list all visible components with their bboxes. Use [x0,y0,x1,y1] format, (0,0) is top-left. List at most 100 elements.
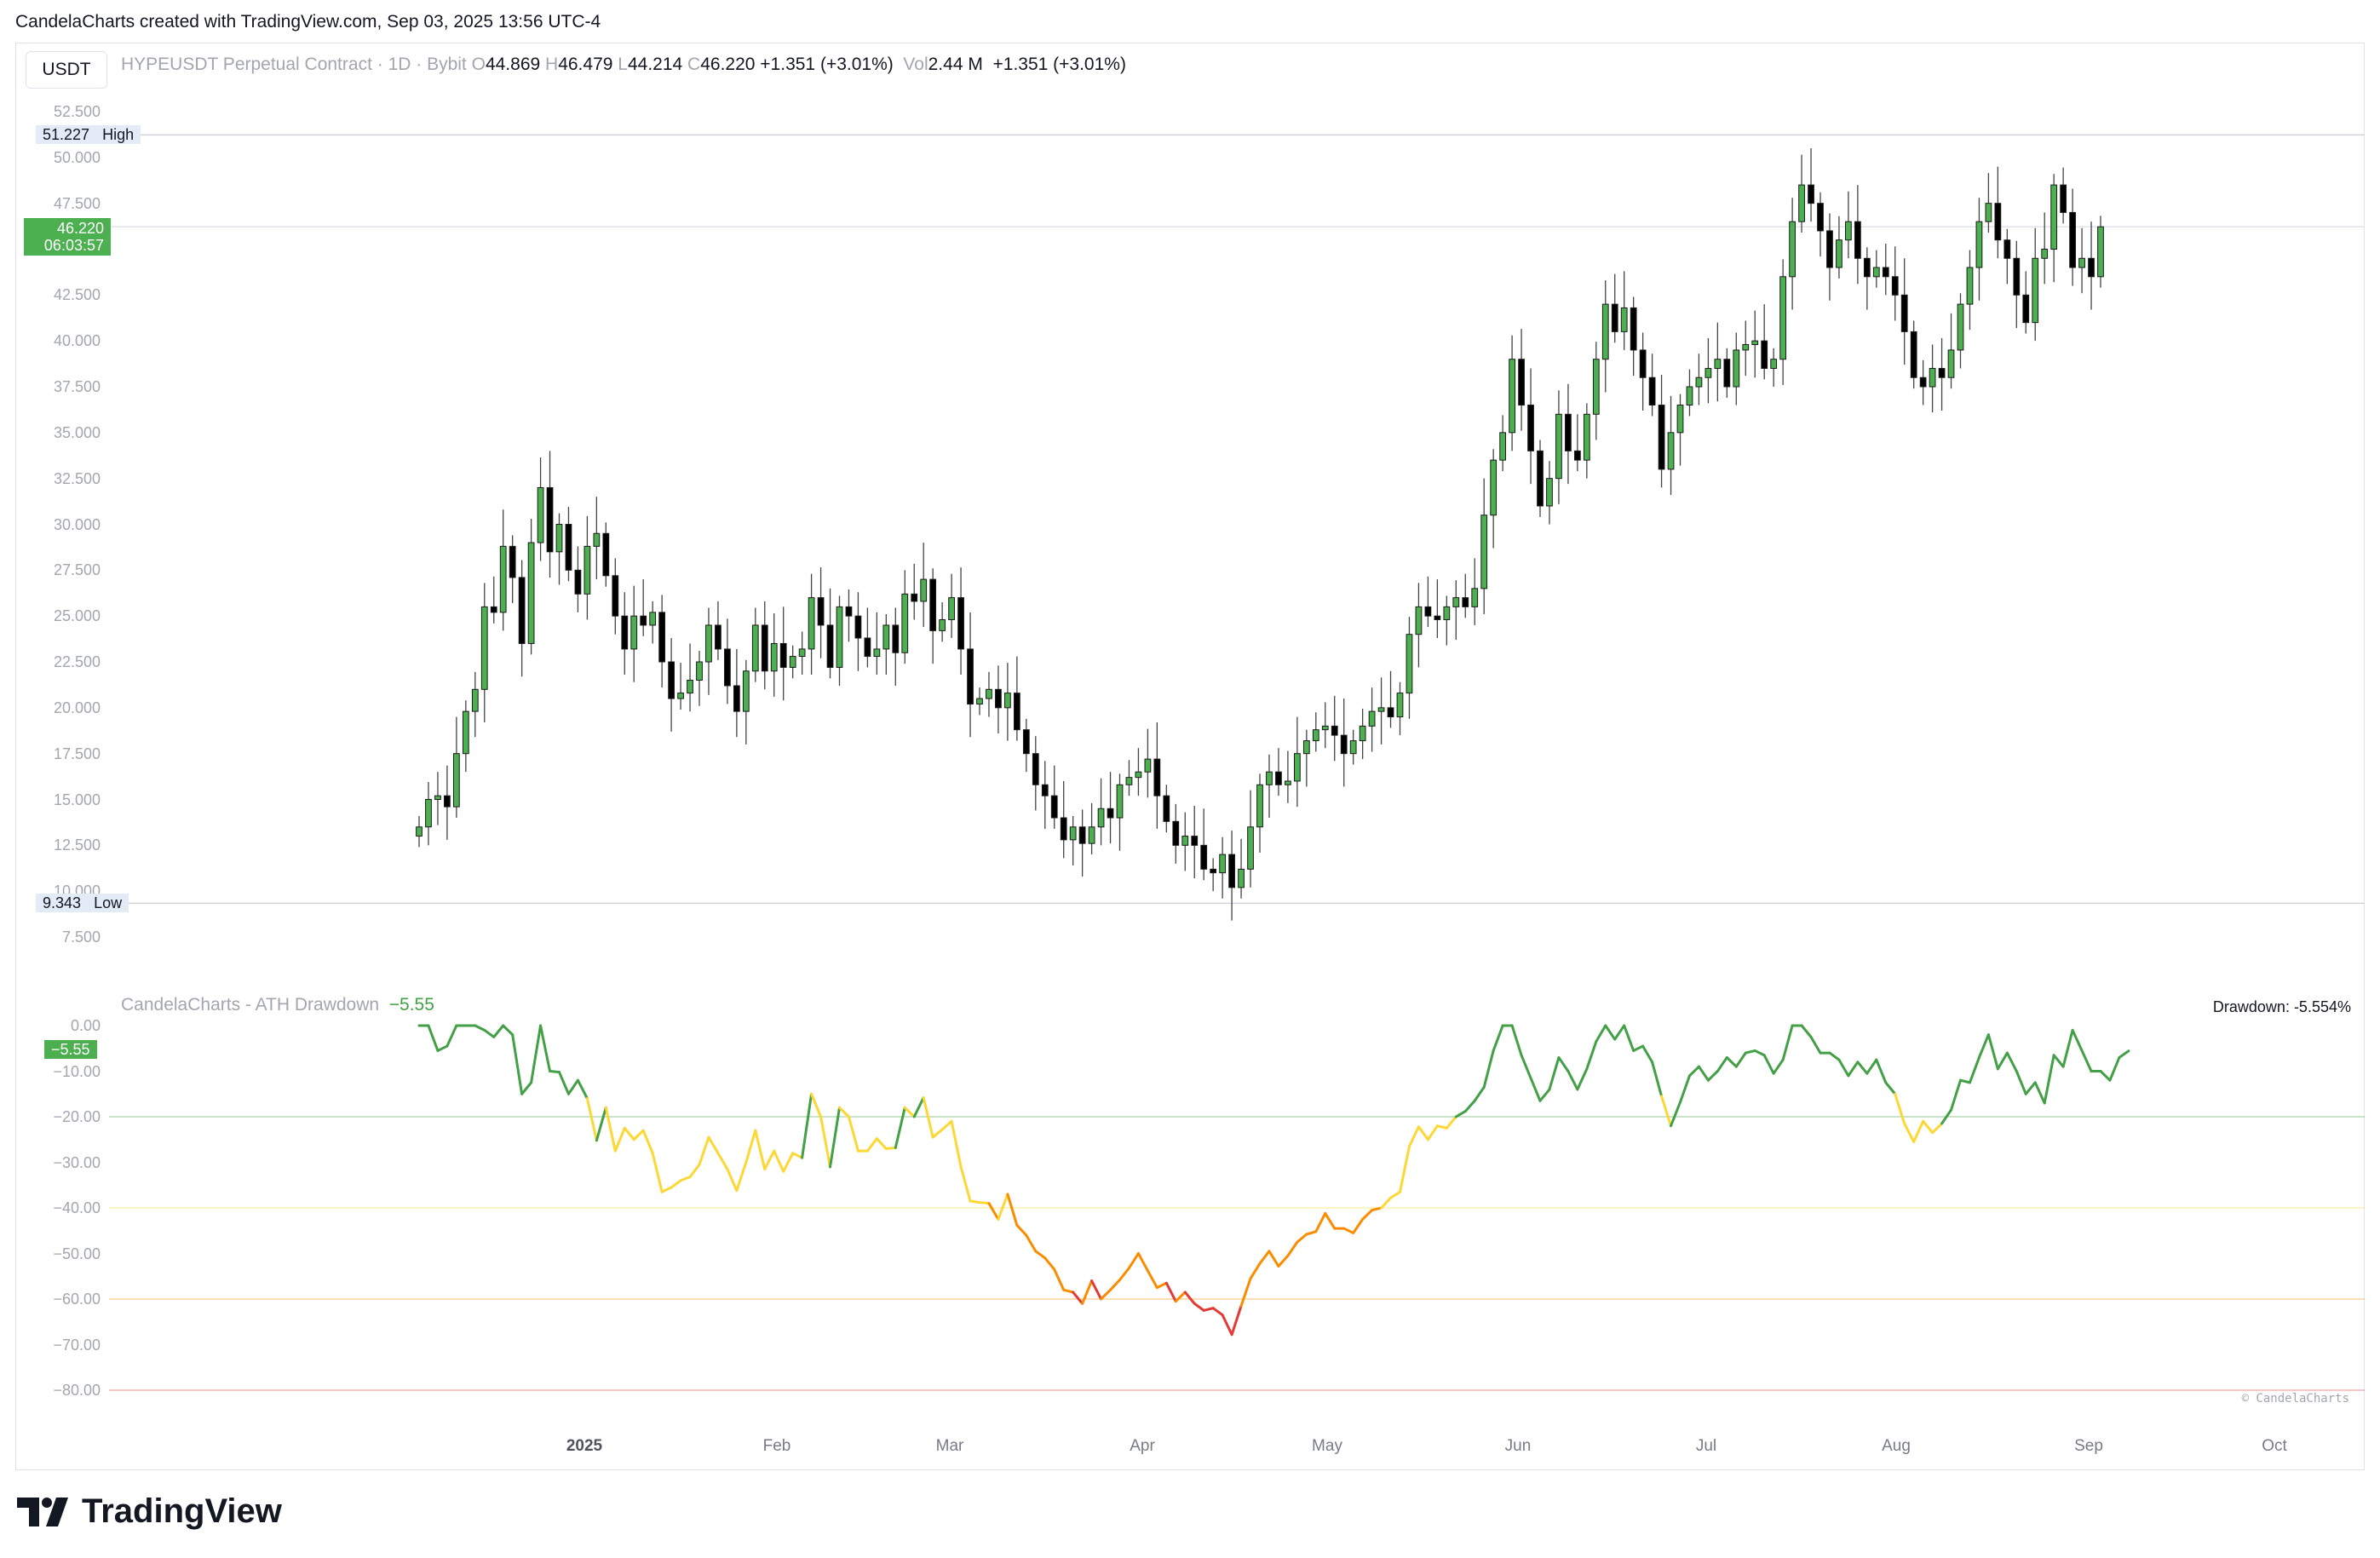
candle-body [1032,753,1039,785]
indicator-title[interactable]: CandelaCharts - ATH Drawdown −5.55 [121,995,434,1015]
candle-body [1022,729,1030,755]
drawdown-segment [847,1115,859,1153]
candle-body [1676,405,1684,434]
drawdown-segment [1744,1049,1756,1055]
high-price-tag: 51.227 High [36,125,141,145]
candle-body [425,799,432,828]
candle-body [1247,826,1254,870]
candle-body [621,615,629,650]
symbol-title[interactable]: HYPEUSDT Perpetual Contract · 1D · Bybit [121,55,467,74]
candle-body [798,648,806,658]
candle-body [733,685,740,712]
time-tick-label: Aug [1882,1437,1911,1455]
candle-body [2088,257,2095,278]
drawdown-readout: Drawdown: -5.554% [2212,998,2351,1015]
candle-body [593,532,601,547]
candle-body [808,597,815,650]
tradingview-logo-icon [17,1497,68,1526]
candle-body [2069,211,2076,268]
candle-body [761,624,768,672]
drawdown-segment [1520,1054,1532,1080]
candle-body [1630,307,1637,351]
candle-body [1210,868,1217,874]
drawdown-segment [1389,1190,1401,1199]
candle-body [1415,606,1423,635]
candle-body [1705,367,1712,378]
drawdown-segment [1837,1058,1850,1078]
drawdown-segment [1314,1211,1327,1233]
drawdown-segment [1529,1077,1542,1102]
price-tick-label: 20.000 [53,699,101,716]
drawdown-segment [2033,1081,2046,1105]
candle-body [1490,459,1498,516]
drawdown-segment [1800,1024,1813,1038]
price-tick-label: 27.500 [53,561,101,579]
candle-body [471,688,479,712]
candle-body [995,688,1002,709]
tradingview-brand[interactable]: TradingView [17,1492,282,1531]
price-tick-label: 42.500 [53,286,101,304]
drawdown-segment [931,1128,944,1139]
candle-body [986,688,992,699]
drawdown-segment [1687,1065,1700,1078]
candle-body [845,606,853,617]
candle-body [480,606,488,690]
drawdown-segment [1034,1250,1047,1260]
drawdown-segment [829,1106,841,1169]
candle-body [1275,771,1282,785]
candle-body [444,795,451,808]
candle-body [1583,413,1590,461]
drawdown-segment [511,1033,524,1095]
candle-body [1845,221,1852,241]
indicator-name: CandelaCharts - ATH Drawdown [121,995,380,1015]
drawdown-segment [688,1163,701,1179]
drawdown-segment [1081,1279,1094,1305]
candle-body [1396,693,1404,718]
candle-body [1836,239,1842,268]
unit-button[interactable]: USDT [26,51,107,89]
drawdown-segment [474,1024,486,1032]
candle-body [1462,597,1469,607]
drawdown-segment [1856,1061,1869,1075]
candle-body [1256,784,1263,828]
candle-body [1929,367,1936,388]
candle-body [1686,386,1693,406]
candle-body [1219,854,1227,874]
candle-body [1060,817,1067,841]
high-price-label: High [102,126,135,144]
candle-body [1919,377,1927,388]
drawdown-segment [1922,1119,1934,1135]
price-tick-label: 7.500 [61,928,101,946]
time-tick-label: May [1312,1437,1342,1455]
drawdown-segment [1127,1252,1140,1270]
candle-body [1938,367,1946,378]
low-value: 44.214 [627,55,683,74]
drawdown-segment [1679,1074,1691,1104]
candle-body [1228,854,1235,888]
candle-body [2013,257,2021,296]
candle-body [1406,634,1413,694]
drawdown-segment [1202,1307,1215,1312]
candle-body [612,575,619,617]
candle-body [770,642,778,672]
change-value: +1.351 (+3.01%) [760,55,894,74]
drawdown-segment [1623,1024,1636,1052]
candle-body [1592,359,1600,415]
drawdown-segment [558,1071,570,1095]
candle-body [537,486,544,543]
price-tick-label: 25.000 [53,607,101,625]
drawdown-segment [1725,1055,1738,1068]
low-price-value: 9.343 [43,894,82,912]
drawdown-segment [1585,1040,1598,1071]
candle-body [1975,221,1983,268]
time-tick-label: Feb [762,1437,791,1455]
candle-body [1789,221,1796,278]
indicator-tick-label: −10.00 [53,1062,101,1080]
candle-body [1527,405,1534,451]
drawdown-segment [1753,1049,1766,1057]
candle-body [976,698,983,705]
candle-body [751,624,759,672]
candle-body [1368,710,1376,727]
price-tick-label: 15.000 [53,790,101,808]
